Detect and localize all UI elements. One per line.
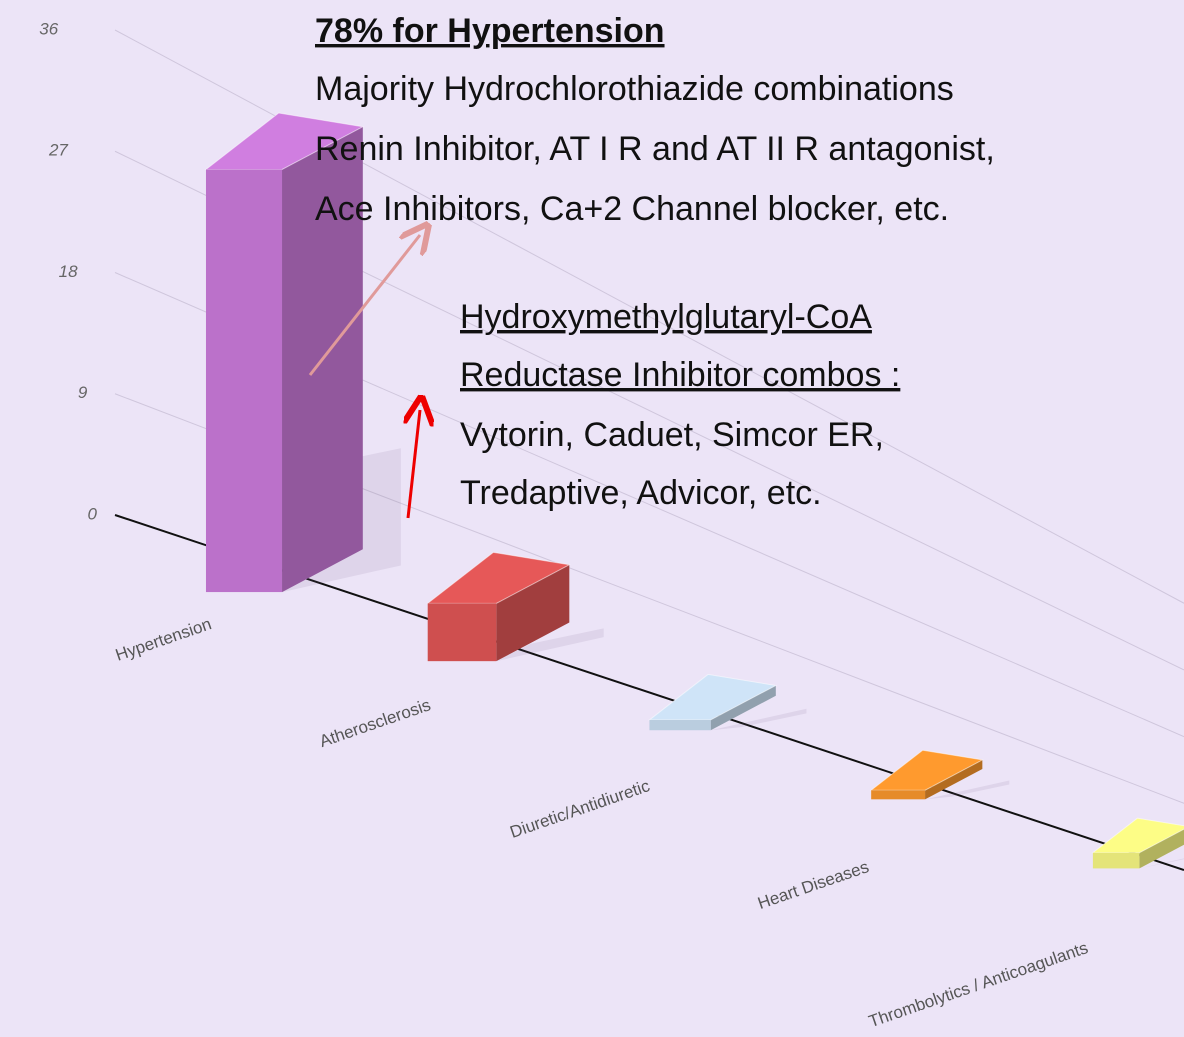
annotation-title: Reductase Inhibitor combos : bbox=[460, 356, 900, 394]
bar-front bbox=[871, 790, 926, 800]
bar-front bbox=[649, 719, 711, 731]
x-tick-label: Hypertension bbox=[113, 614, 214, 665]
bar-side bbox=[496, 564, 570, 662]
x-tick-label: Diuretic/Antidiuretic bbox=[508, 776, 653, 842]
annotation-title: Hydroxymethylglutaryl-CoA bbox=[460, 298, 872, 336]
bars: Hypertension Atherosclerosis Diuretic/Anti… bbox=[113, 112, 1184, 1031]
x-tick-label: Thrombolytics / Anticoagulants bbox=[866, 938, 1090, 1031]
annotation-line: Vytorin, Caduet, Simcor ER, bbox=[460, 416, 884, 454]
annotation-line: Majority Hydrochlorothiazide combination… bbox=[315, 70, 954, 108]
annotation-line: Tredaptive, Advicor, etc. bbox=[460, 474, 822, 512]
bar-side bbox=[925, 759, 983, 800]
annotation-title: 78% for Hypertension bbox=[315, 12, 665, 50]
y-tick-label: 9 bbox=[78, 383, 88, 402]
y-tick-label: 0 bbox=[88, 504, 98, 523]
y-tick-label: 27 bbox=[48, 141, 68, 160]
bar-shadow bbox=[1139, 858, 1184, 869]
bar-side bbox=[1139, 829, 1184, 869]
x-tick-label: Atherosclerosis bbox=[317, 695, 433, 751]
x-tick-label: Heart Diseases bbox=[755, 857, 871, 913]
annotations: 78% for Hypertension Majority Hydrochloro… bbox=[315, 12, 995, 512]
bar-side bbox=[710, 685, 776, 731]
bar-front bbox=[427, 603, 497, 662]
annotation-line: Renin Inhibitor, AT I R and AT II R anta… bbox=[315, 130, 995, 168]
bar-shadow bbox=[925, 780, 1010, 800]
bar-front bbox=[205, 169, 283, 593]
annotation-line: Ace Inhibitors, Ca+2 Channel blocker, et… bbox=[315, 190, 949, 228]
y-tick-label: 36 bbox=[39, 19, 58, 38]
arrow bbox=[408, 410, 420, 519]
bar-front bbox=[1092, 852, 1140, 869]
arrow bbox=[308, 235, 420, 376]
bar-shadow bbox=[496, 628, 604, 662]
bar-shadow bbox=[710, 708, 807, 731]
y-tick-label: 18 bbox=[59, 262, 78, 281]
